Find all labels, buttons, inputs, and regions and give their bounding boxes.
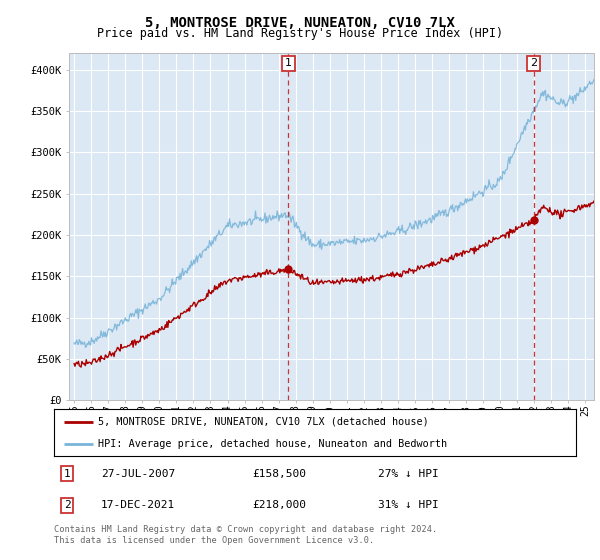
Text: Price paid vs. HM Land Registry's House Price Index (HPI): Price paid vs. HM Land Registry's House … <box>97 27 503 40</box>
Text: £158,500: £158,500 <box>253 469 307 479</box>
Text: 5, MONTROSE DRIVE, NUNEATON, CV10 7LX: 5, MONTROSE DRIVE, NUNEATON, CV10 7LX <box>145 16 455 30</box>
Text: 27% ↓ HPI: 27% ↓ HPI <box>377 469 439 479</box>
Text: 1: 1 <box>285 58 292 68</box>
Text: 2: 2 <box>64 500 70 510</box>
Text: Contains HM Land Registry data © Crown copyright and database right 2024.
This d: Contains HM Land Registry data © Crown c… <box>54 525 437 545</box>
Text: 2: 2 <box>530 58 537 68</box>
Text: 5, MONTROSE DRIVE, NUNEATON, CV10 7LX (detached house): 5, MONTROSE DRIVE, NUNEATON, CV10 7LX (d… <box>98 417 429 427</box>
Text: 17-DEC-2021: 17-DEC-2021 <box>101 500 175 510</box>
Text: £218,000: £218,000 <box>253 500 307 510</box>
Text: HPI: Average price, detached house, Nuneaton and Bedworth: HPI: Average price, detached house, Nune… <box>98 438 448 449</box>
Text: 1: 1 <box>64 469 70 479</box>
Text: 31% ↓ HPI: 31% ↓ HPI <box>377 500 439 510</box>
Text: 27-JUL-2007: 27-JUL-2007 <box>101 469 175 479</box>
